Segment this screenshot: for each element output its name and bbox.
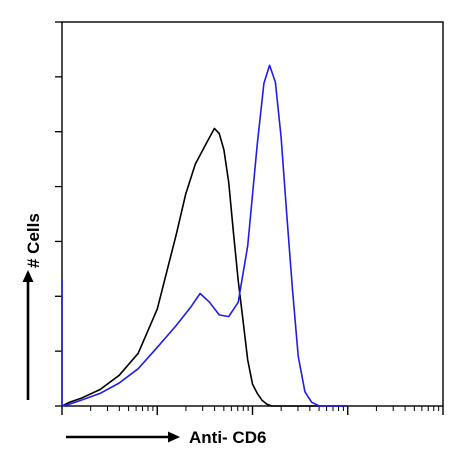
- x-axis-ticks: [61, 406, 444, 415]
- x-axis-arrow: [66, 431, 180, 443]
- x-axis-label: Anti- CD6: [189, 428, 266, 447]
- y-axis-label: # Cells: [24, 213, 43, 268]
- y-axis-ticks: [55, 21, 62, 407]
- plot-frame: [61, 21, 444, 407]
- series-layer: [61, 64, 348, 407]
- sample-histogram-line: [61, 64, 348, 407]
- y-axis-arrow: [22, 270, 34, 400]
- control-histogram-line: [61, 127, 348, 407]
